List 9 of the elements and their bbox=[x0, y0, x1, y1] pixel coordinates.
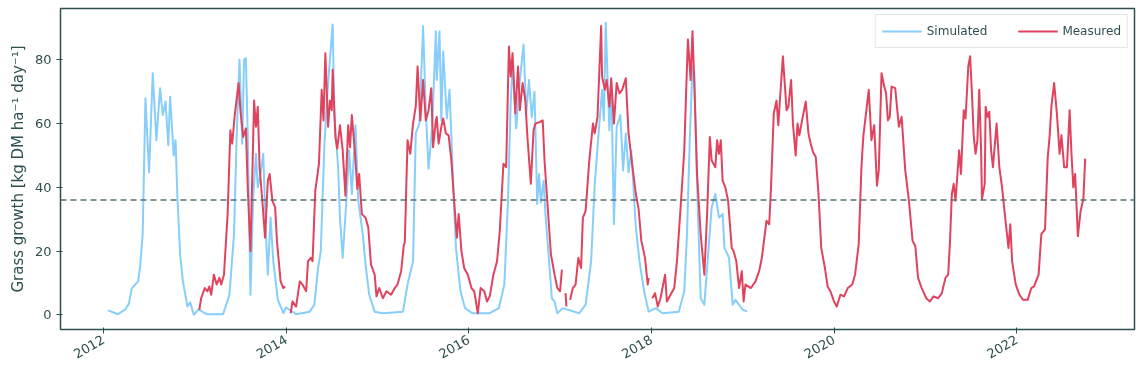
y-tick-label: 0 bbox=[43, 307, 52, 323]
y-tick-label: 60 bbox=[34, 116, 52, 132]
line-series bbox=[106, 21, 749, 316]
y-tick-label: 80 bbox=[34, 52, 52, 68]
y-tick-label: 20 bbox=[34, 243, 52, 259]
legend-label: Measured bbox=[1062, 24, 1121, 38]
y-axis-title: Grass growth [kg DM ha⁻¹ day⁻¹] bbox=[8, 45, 27, 293]
legend-label: Simulated bbox=[926, 24, 988, 38]
y-tick-label: 40 bbox=[34, 179, 52, 195]
